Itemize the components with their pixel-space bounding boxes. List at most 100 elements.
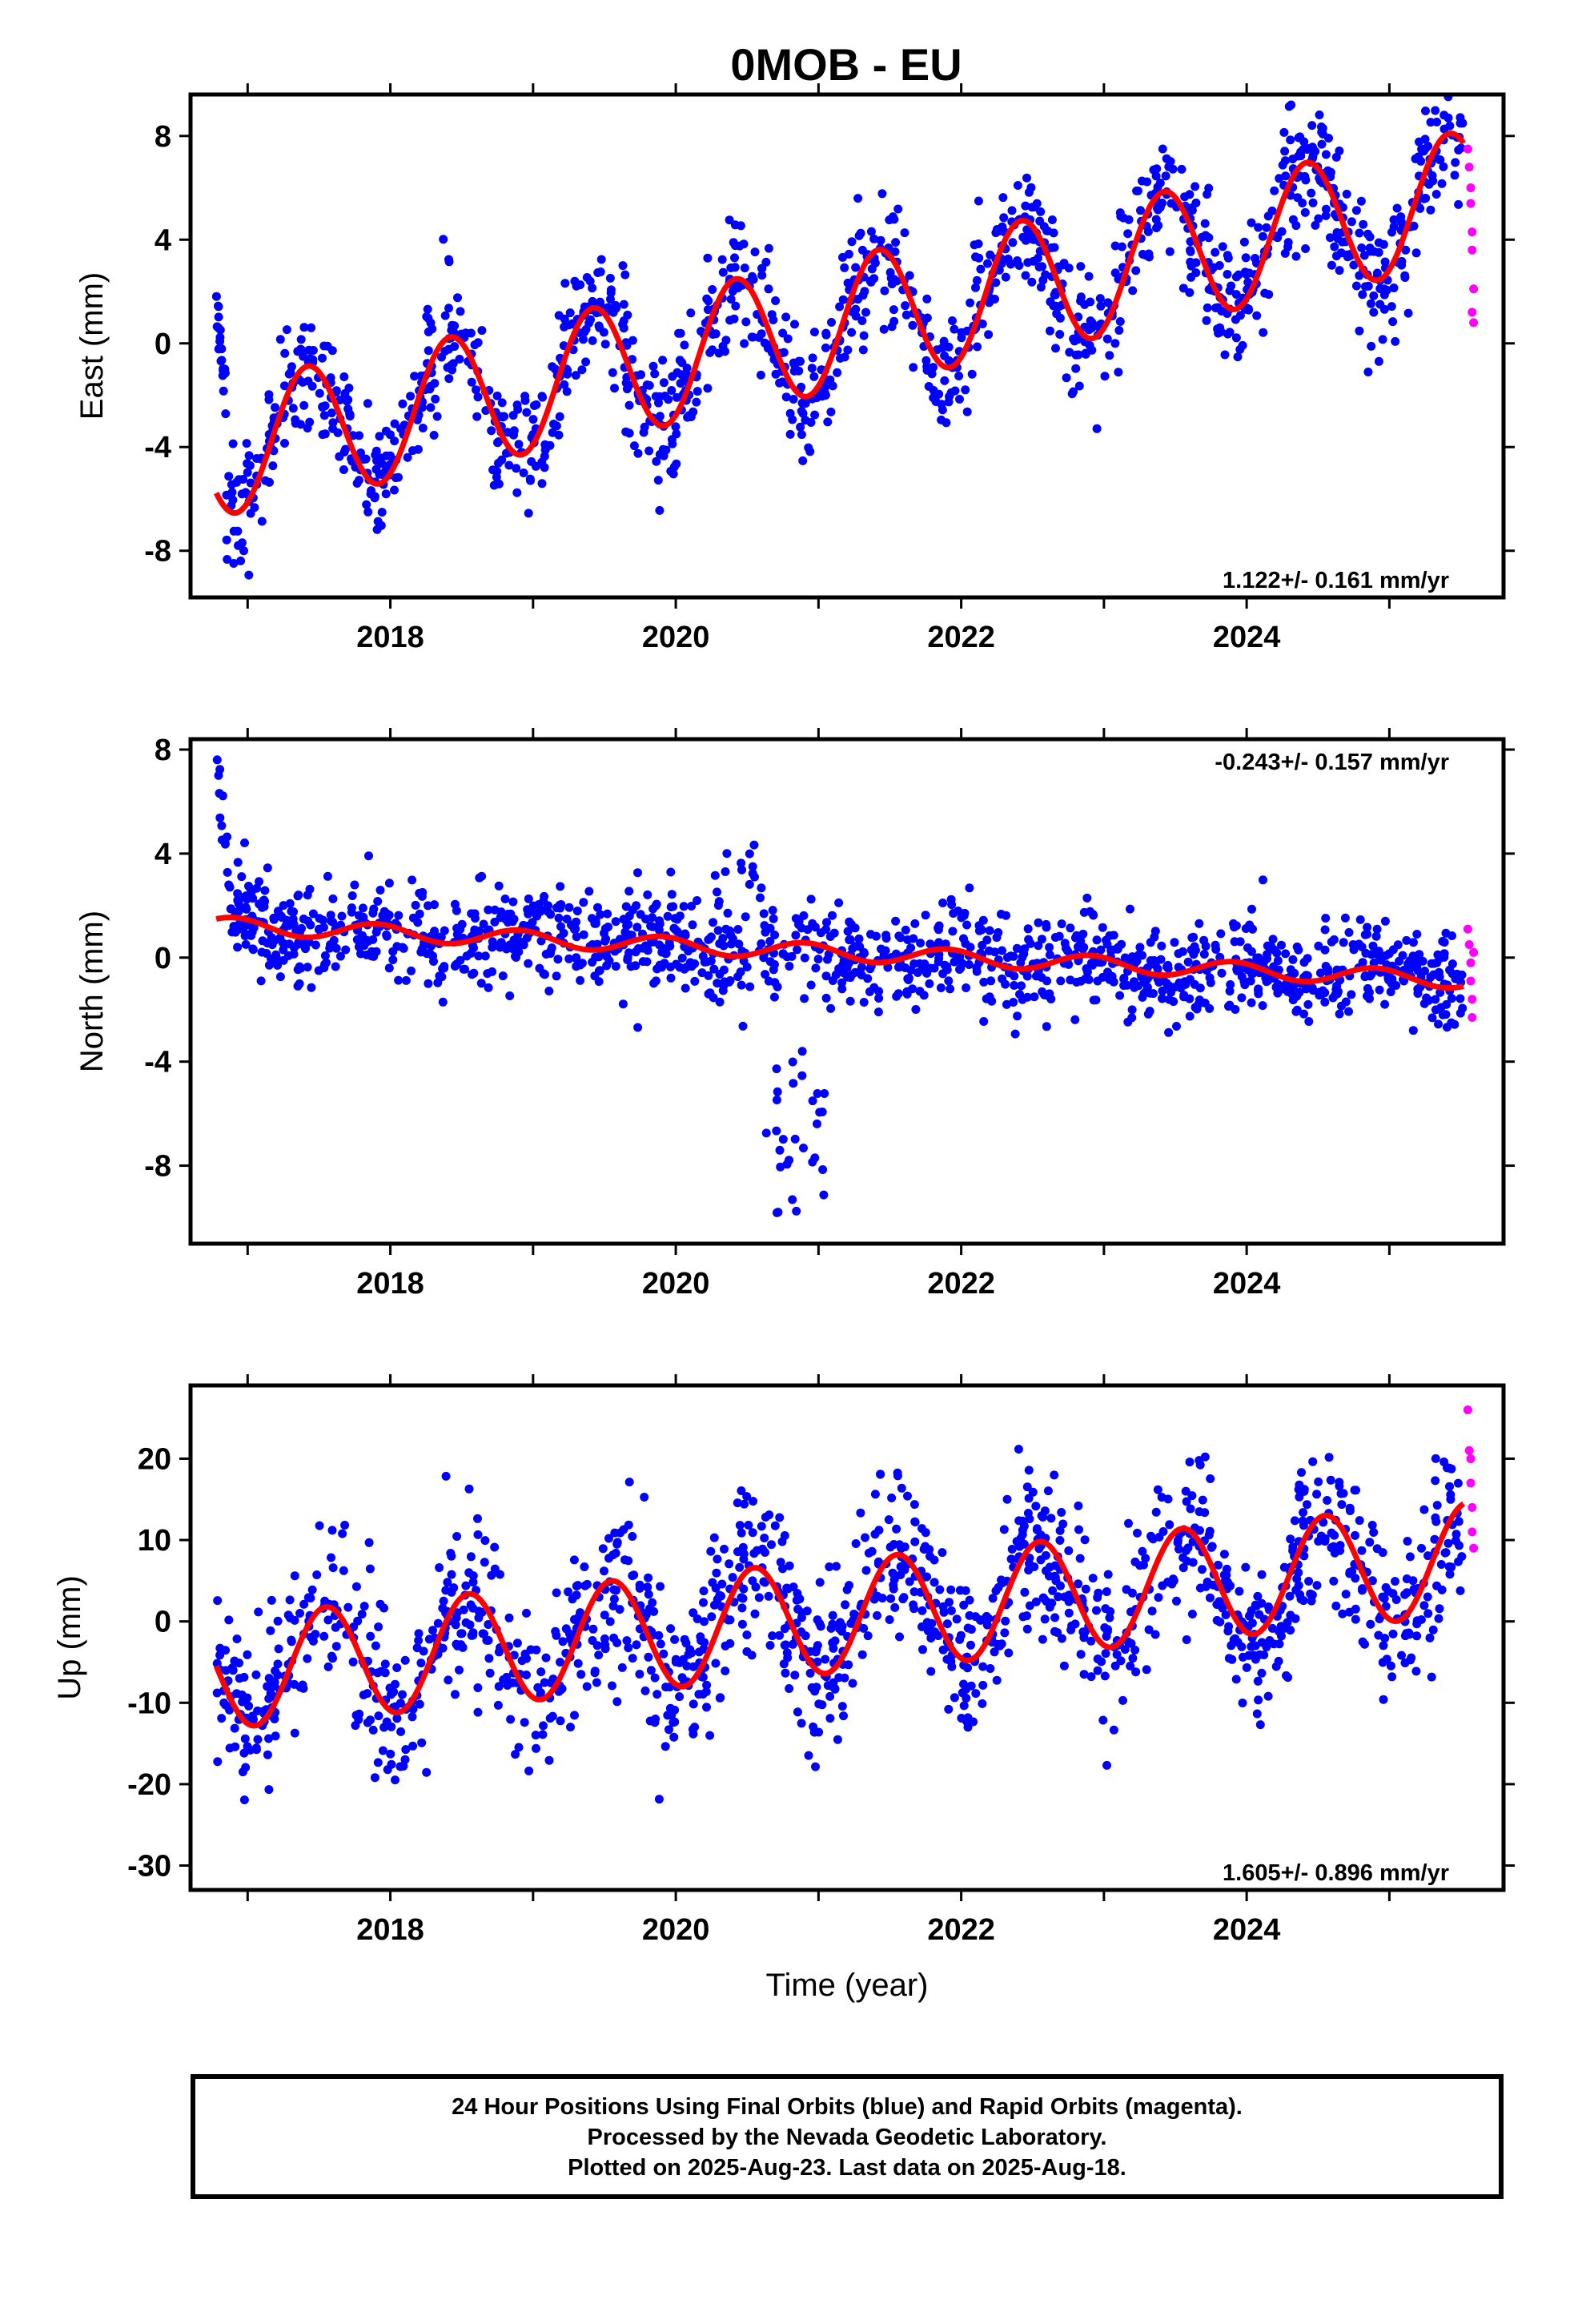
up-final-point <box>456 1629 466 1638</box>
up-final-point <box>1274 1656 1283 1666</box>
north-final-point <box>698 951 708 961</box>
north-final-point <box>806 895 816 904</box>
north-y-axis-label: North (mm) <box>74 911 110 1072</box>
east-final-point <box>1186 272 1196 282</box>
north-final-point <box>496 913 505 923</box>
figure-title: 0MOB - EU <box>730 39 962 90</box>
north-final-point <box>845 996 855 1006</box>
up-final-point <box>1075 1554 1085 1563</box>
up-final-point <box>1351 1614 1360 1624</box>
up-final-point <box>887 1494 897 1502</box>
up-final-point <box>480 1536 490 1546</box>
up-final-point <box>299 1683 308 1693</box>
up-final-point <box>592 1678 601 1687</box>
east-final-point <box>1076 292 1086 302</box>
north-final-point <box>603 909 612 919</box>
east-final-point <box>1054 262 1063 271</box>
up-x-axis-label: Time (year) <box>766 1968 929 2003</box>
north-final-point <box>1369 958 1379 967</box>
up-final-point <box>812 1683 821 1692</box>
north-final-point <box>736 967 745 977</box>
north-final-point <box>1278 984 1287 994</box>
up-final-point <box>357 1610 367 1619</box>
up-final-point <box>1209 1580 1219 1590</box>
up-final-point <box>1050 1613 1060 1622</box>
east-rapid-point <box>1468 227 1477 237</box>
up-final-point <box>1000 1628 1010 1638</box>
east-final-point <box>714 348 724 358</box>
north-final-point <box>1354 939 1363 949</box>
up-final-point <box>713 1554 722 1564</box>
north-final-point <box>1162 962 1171 971</box>
up-final-point <box>600 1610 609 1620</box>
up-final-point <box>1074 1579 1083 1589</box>
east-final-point <box>560 322 569 332</box>
north-final-point <box>413 918 423 927</box>
east-final-point <box>797 406 806 416</box>
east-final-point <box>1086 297 1095 307</box>
east-final-point <box>1100 372 1110 381</box>
north-final-point <box>1093 976 1102 986</box>
north-final-point <box>808 919 817 928</box>
north-final-point <box>329 935 339 945</box>
up-final-point <box>749 1497 758 1506</box>
north-final-point <box>289 949 299 959</box>
up-final-point <box>605 1617 615 1626</box>
up-final-point <box>628 1532 637 1541</box>
up-final-point <box>825 1691 835 1701</box>
north-final-point <box>227 904 235 914</box>
north-final-point <box>308 909 318 919</box>
north-final-point <box>1412 930 1422 939</box>
east-final-point <box>767 310 777 320</box>
north-rapid-point <box>1466 958 1476 967</box>
north-final-point <box>720 977 729 987</box>
east-final-point <box>229 559 239 568</box>
north-final-point <box>275 972 285 982</box>
east-final-point <box>1367 341 1376 351</box>
east-final-point <box>560 279 570 288</box>
north-final-point <box>1195 919 1204 928</box>
up-final-point <box>615 1605 624 1614</box>
up-final-point <box>506 1715 516 1724</box>
up-final-point <box>898 1594 908 1604</box>
north-final-point <box>1022 971 1032 981</box>
north-final-point <box>579 930 588 939</box>
north-final-point <box>399 943 408 953</box>
up-final-point <box>767 1540 776 1550</box>
up-final-point <box>556 1716 565 1726</box>
up-final-point <box>374 1622 383 1631</box>
east-final-point <box>1252 311 1262 320</box>
east-final-point <box>293 347 303 356</box>
up-final-point <box>978 1680 988 1690</box>
up-final-point <box>1327 1528 1336 1538</box>
north-final-point <box>790 1134 800 1144</box>
east-final-point <box>1456 119 1465 128</box>
east-final-point <box>686 308 696 318</box>
up-final-point <box>598 1544 608 1554</box>
north-final-point <box>761 1128 771 1138</box>
east-final-point <box>608 368 617 377</box>
east-final-point <box>520 396 530 405</box>
up-final-point <box>706 1546 716 1556</box>
up-final-point <box>780 1531 789 1540</box>
north-final-point <box>881 931 891 940</box>
north-final-point <box>745 982 755 991</box>
east-x-tick-label: 2024 <box>1213 621 1281 654</box>
north-final-point <box>388 947 398 956</box>
up-final-point <box>962 1717 971 1727</box>
north-final-point <box>593 903 602 912</box>
up-final-point <box>1040 1506 1050 1516</box>
east-final-point <box>422 312 432 321</box>
up-rapid-point <box>1468 1502 1477 1512</box>
north-final-point <box>1130 983 1139 992</box>
east-final-point <box>900 228 909 238</box>
east-final-point <box>430 379 440 388</box>
north-final-point <box>1201 942 1211 951</box>
east-final-point <box>1023 258 1033 267</box>
north-final-point <box>978 915 988 925</box>
east-final-point <box>1138 250 1147 259</box>
up-final-point <box>1331 1601 1341 1610</box>
east-final-point <box>826 407 836 416</box>
east-final-point <box>341 444 350 454</box>
